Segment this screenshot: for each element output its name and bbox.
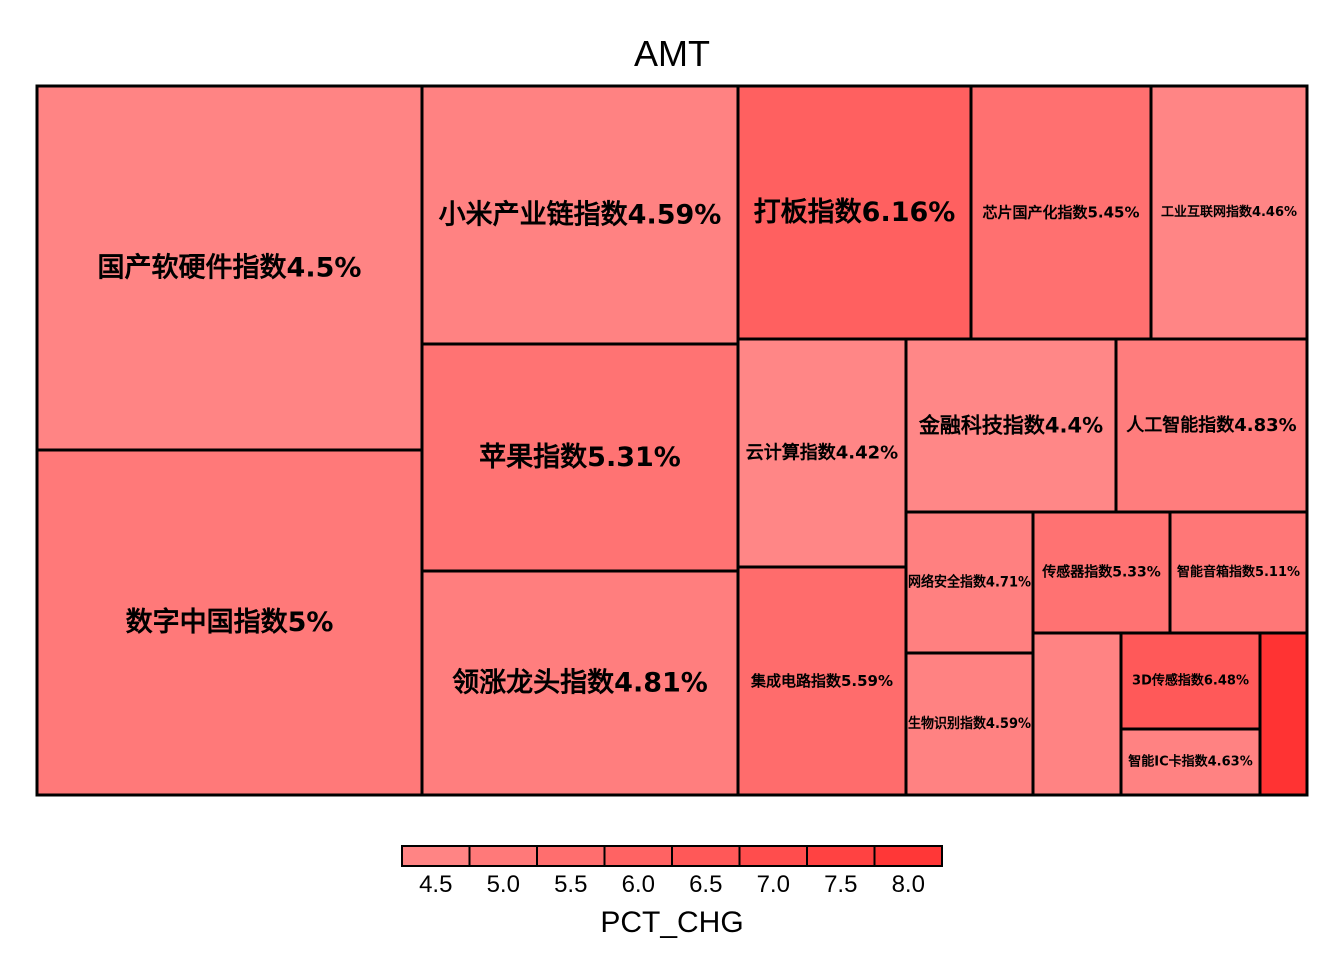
legend-swatch (468, 845, 538, 867)
legend-swatch (536, 845, 606, 867)
treemap-tile-label: 云计算指数4.42% (746, 442, 898, 464)
treemap-tile (420, 342, 740, 573)
legend-swatch (603, 845, 673, 867)
treemap-tile (420, 569, 740, 797)
treemap-tile (1258, 631, 1309, 797)
chart-title: AMT (634, 33, 710, 74)
treemap-tile-label: 集成电路指数5.59% (750, 672, 893, 690)
treemap-tile-label: 芯片国产化指数5.45% (982, 204, 1139, 222)
legend-swatch (738, 845, 808, 867)
treemap-tile-label: 人工智能指数4.83% (1126, 414, 1296, 436)
treemap-tile (35, 448, 424, 797)
treemap-tile-label: 智能音箱指数5.11% (1177, 564, 1300, 580)
legend-title: PCT_CHG (600, 906, 743, 939)
treemap-tile-label: 工业互联网指数4.46% (1161, 204, 1297, 220)
legend-tick-label: 6.5 (689, 871, 722, 898)
treemap-tile (1119, 631, 1262, 731)
legend-tick-label: 4.5 (419, 871, 452, 898)
treemap-tile-label: 智能IC卡指数4.63% (1128, 754, 1252, 770)
treemap-tile-label: 传感器指数5.33% (1041, 564, 1161, 581)
legend-swatch (806, 845, 876, 867)
treemap-tile-label: 生物识别指数4.59% (908, 715, 1031, 732)
legend-swatch (873, 845, 943, 867)
treemap-tile-label: 苹果指数5.31% (479, 442, 681, 473)
legend-swatch (671, 845, 741, 867)
treemap-tiles: 国产软硬件指数4.5% 数字中国指数5% 小米产业链指数4.59% 苹果指数5.31%… (35, 84, 1309, 797)
treemap-tile (736, 84, 973, 341)
treemap-tile-label: 数字中国指数5% (126, 606, 334, 638)
legend-tick-label: 8.0 (892, 871, 925, 898)
treemap-tile-label: 小米产业链指数4.59% (439, 199, 722, 231)
treemap-tile-label: 领涨龙头指数4.81% (452, 668, 708, 699)
treemap-tile (904, 651, 1035, 797)
treemap-tile (1149, 84, 1309, 341)
treemap-tile (736, 565, 908, 797)
legend-swatch (401, 845, 471, 867)
legend-tick-label: 7.5 (824, 871, 857, 898)
treemap-tile-label: 打板指数6.16% (754, 197, 956, 228)
treemap-tile-label: 网络安全指数4.71% (908, 574, 1031, 591)
legend-tick-label: 5.0 (487, 871, 520, 898)
treemap-tile (35, 84, 424, 452)
legend-tick-label: 6.0 (622, 871, 655, 898)
legend-tick-label: 5.5 (554, 871, 587, 898)
treemap-frame (35, 84, 1309, 797)
treemap-tile (1114, 337, 1309, 514)
treemap-tile-label: 3D传感指数6.48% (1132, 673, 1249, 689)
treemap-tile (1031, 631, 1123, 797)
treemap-tile-label: 国产软硬件指数4.5% (98, 253, 362, 284)
color-legend: 4.5 5.0 5.5 6.0 6.5 7.0 7.5 8.0 (401, 845, 943, 898)
treemap-tile-label: 金融科技指数4.4% (918, 414, 1103, 438)
treemap-tile (1031, 510, 1172, 635)
legend-tick-label: 7.0 (757, 871, 790, 898)
